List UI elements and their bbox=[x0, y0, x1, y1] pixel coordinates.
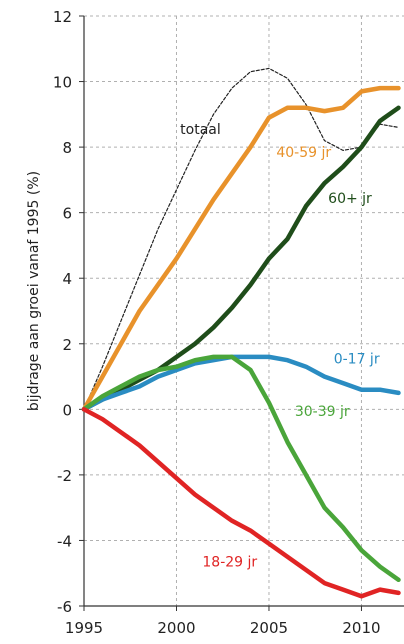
y-tick-label: -4 bbox=[57, 532, 72, 550]
series-label: 18-29 jr bbox=[202, 555, 257, 571]
y-tick-label: 0 bbox=[62, 401, 72, 419]
series-label: 30-39 jr bbox=[295, 404, 350, 420]
y-tick-label: -2 bbox=[57, 467, 72, 485]
y-tick-label: 6 bbox=[62, 205, 72, 223]
y-tick-label: 8 bbox=[62, 139, 72, 157]
y-tick-label: 12 bbox=[53, 8, 72, 26]
y-tick-labels: -6 -4 -2 0 2 4 6 8 10 12 bbox=[53, 8, 72, 616]
series-line-0-17-jr bbox=[81, 354, 401, 412]
y-axis-label: bijdrage aan groei vanaf 1995 (%) bbox=[26, 171, 42, 411]
y-tick-label: 2 bbox=[62, 336, 72, 354]
series-line-40-59-jr bbox=[81, 85, 401, 412]
y-tick-label: -6 bbox=[57, 598, 72, 616]
y-tick-label: 4 bbox=[62, 270, 72, 288]
series-line-30-39-jr bbox=[81, 354, 401, 583]
series-lines bbox=[81, 67, 401, 599]
axes bbox=[79, 15, 404, 611]
x-tick-labels: 1995 2000 2005 2010 bbox=[65, 619, 381, 637]
series-line-18-29-jr bbox=[81, 407, 401, 599]
x-tick-label: 1995 bbox=[65, 619, 103, 637]
series-label: totaal bbox=[180, 122, 221, 138]
grid-lines bbox=[83, 15, 404, 607]
x-tick-label: 2000 bbox=[157, 619, 195, 637]
y-tick-label: 10 bbox=[53, 74, 72, 92]
series-label: 0-17 jr bbox=[334, 351, 380, 367]
series-label: 40-59 jr bbox=[276, 145, 331, 161]
series-labels: totaal 40-59 jr 60+ jr 0-17 jr 30-39 jr 18-29… bbox=[180, 122, 380, 571]
series-line-60-jr bbox=[81, 105, 401, 412]
x-tick-label: 2010 bbox=[342, 619, 380, 637]
x-tick-label: 2005 bbox=[250, 619, 288, 637]
series-label: 60+ jr bbox=[328, 191, 372, 207]
series-line-totaal bbox=[83, 67, 400, 410]
